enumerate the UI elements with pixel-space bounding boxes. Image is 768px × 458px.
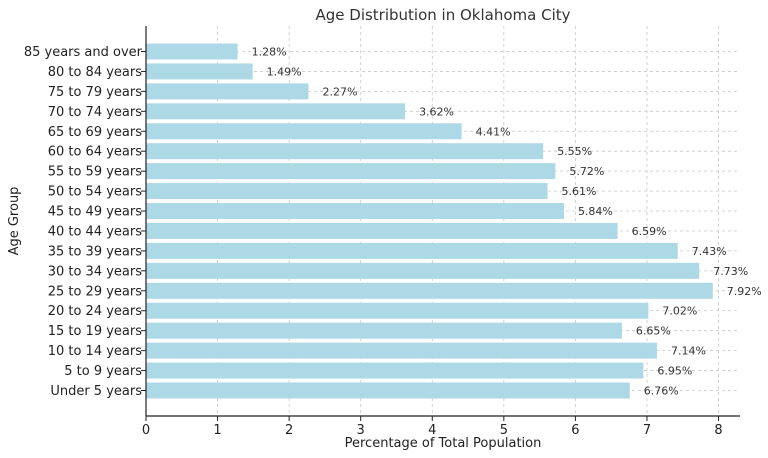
data-label: 2.27% [322, 85, 357, 98]
y-tick-label: 85 years and over [24, 45, 143, 60]
bar [146, 342, 657, 359]
data-label: 7.14% [671, 345, 706, 358]
x-ticks: 0 1 2 3 4 5 6 7 8 [142, 416, 723, 438]
data-label: 6.65% [636, 325, 671, 338]
bar [146, 382, 630, 399]
y-tick-label: 35 to 39 years [48, 244, 143, 259]
y-tick-label: 80 to 84 years [48, 65, 143, 80]
y-tick-label: 40 to 44 years [48, 224, 143, 239]
y-tick-label: 70 to 74 years [48, 105, 143, 120]
data-label: 5.61% [561, 185, 596, 198]
x-tick-label: 5 [500, 423, 508, 438]
bar [146, 262, 700, 279]
bar [146, 282, 713, 299]
y-tick-label: 10 to 14 years [48, 344, 143, 359]
data-label: 5.55% [557, 145, 592, 158]
data-label: 4.41% [476, 125, 511, 138]
x-tick-label: 2 [285, 423, 293, 438]
bar [146, 83, 309, 100]
bar [146, 143, 544, 160]
data-label: 6.59% [632, 225, 667, 238]
bar [146, 123, 462, 140]
chart-title: Age Distribution in Oklahoma City [315, 6, 570, 24]
bar [146, 242, 678, 259]
data-label: 5.84% [578, 205, 613, 218]
y-tick-label: Under 5 years [50, 384, 142, 399]
y-tick-label: 65 to 69 years [48, 125, 143, 140]
bar [146, 63, 253, 80]
y-tick-label: 75 to 79 years [48, 85, 143, 100]
y-tick-label: 45 to 49 years [48, 205, 143, 220]
bars [146, 43, 713, 399]
data-label: 5.72% [569, 165, 604, 178]
y-tick-label: 55 to 59 years [48, 165, 143, 180]
y-tick-label: 15 to 19 years [48, 324, 143, 339]
y-tick-label: 25 to 29 years [48, 284, 143, 299]
bar [146, 302, 649, 319]
bar [146, 222, 618, 239]
x-tick-label: 1 [213, 423, 221, 438]
data-labels: 6.76% 6.95% 7.14%6.65% 7.02% 7.92% 7.73% 7.43%… [252, 46, 762, 398]
x-tick-label: 4 [428, 423, 436, 438]
y-tick-label: 50 to 54 years [48, 185, 143, 200]
x-tick-label: 0 [142, 423, 150, 438]
data-label: 1.49% [267, 65, 302, 78]
x-axis-label: Percentage of Total Population [345, 436, 542, 451]
data-label: 6.76% [644, 385, 679, 398]
data-label: 3.62% [419, 105, 454, 118]
bar [146, 43, 238, 60]
y-tick-label: 30 to 34 years [48, 264, 143, 279]
x-tick-label: 7 [643, 423, 651, 438]
data-label: 7.43% [692, 245, 727, 258]
bar [146, 203, 564, 220]
y-tick-label: 20 to 24 years [48, 304, 143, 319]
bar [146, 322, 622, 339]
bar [146, 183, 548, 200]
data-label: 7.92% [727, 285, 762, 298]
data-label: 6.95% [657, 365, 692, 378]
x-tick-label: 8 [714, 423, 722, 438]
data-label: 7.73% [713, 265, 748, 278]
y-tick-label: 5 to 9 years [64, 364, 142, 379]
y-ticks: Under 5 years 5 to 9 years 10 to 14 years 1… [24, 45, 146, 399]
y-tick-label: 60 to 64 years [48, 145, 143, 160]
y-axis-label: Age Group [7, 187, 22, 256]
x-tick-label: 3 [357, 423, 365, 438]
bar [146, 362, 644, 379]
data-label: 1.28% [252, 46, 287, 59]
data-label: 7.02% [662, 305, 697, 318]
bar [146, 103, 406, 120]
bar [146, 163, 556, 180]
x-tick-label: 6 [571, 423, 579, 438]
